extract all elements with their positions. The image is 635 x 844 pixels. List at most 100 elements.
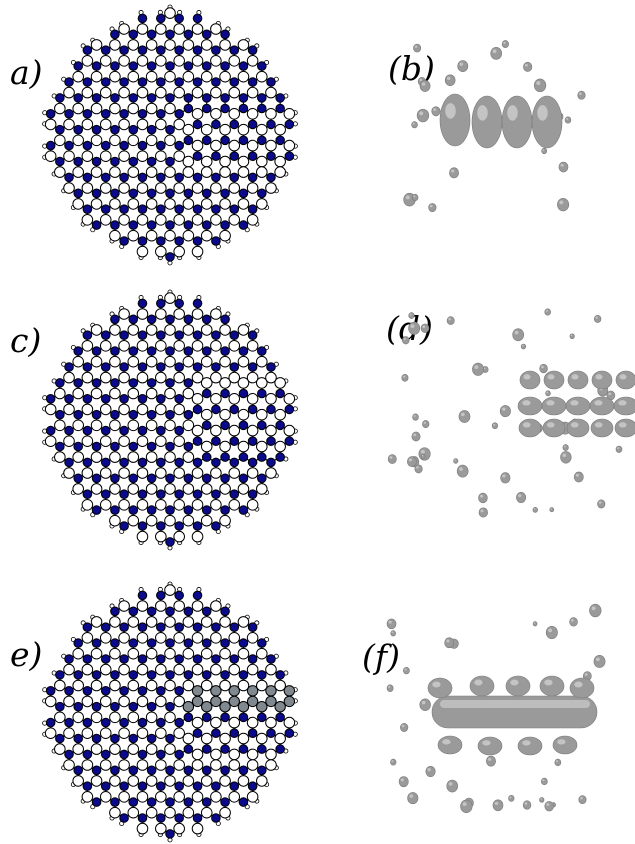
boron-atom [145, 134, 158, 147]
density-dot [492, 799, 504, 812]
boron-atom [182, 355, 195, 368]
density-lobe [569, 677, 595, 699]
density-dot [554, 758, 562, 767]
density-highlight [548, 628, 553, 633]
boron-atom [54, 419, 66, 432]
nitrogen-atom [146, 29, 157, 40]
boron-atom [200, 324, 213, 336]
boron-atom [164, 102, 176, 115]
density-dot [403, 667, 410, 675]
boron-atom [136, 632, 149, 644]
nitrogen-atom [165, 797, 175, 807]
boron-atom [99, 435, 112, 447]
boron-atom [164, 7, 176, 19]
boron-atom [99, 340, 112, 352]
density-highlight [480, 509, 484, 513]
density-highlight [403, 337, 406, 341]
boron-atom [99, 727, 112, 739]
density-highlight [560, 163, 564, 167]
boron-atom [191, 600, 204, 612]
boron-atom [90, 324, 103, 336]
density-dot [593, 314, 602, 323]
boron-atom [90, 451, 103, 463]
nitrogen-atom [229, 457, 240, 468]
boron-atom [99, 791, 112, 803]
nitrogen-atom [137, 298, 148, 309]
nitrogen-atom [256, 135, 267, 146]
density-highlight [595, 316, 598, 319]
nitrogen-atom [146, 156, 157, 167]
nitrogen-atom [156, 362, 166, 372]
boron-atom [200, 377, 213, 389]
density-dot [557, 198, 570, 212]
nitrogen-atom [275, 420, 285, 431]
nitrogen-atom [192, 119, 203, 130]
boron-atom [265, 182, 277, 194]
density-highlight [502, 407, 506, 411]
boron-atom [145, 679, 158, 692]
nitrogen-atom [82, 749, 93, 760]
nitrogen-atom [238, 420, 249, 431]
boron-atom [274, 155, 286, 168]
nitrogen-atom [91, 765, 102, 776]
nitrogen-atom [156, 330, 166, 341]
nitrogen-atom [137, 13, 148, 24]
nitrogen-atom [220, 505, 230, 515]
boron-atom [118, 403, 130, 416]
boron-atom [155, 182, 167, 194]
nitrogen-atom [82, 457, 93, 468]
boron-atom [118, 55, 130, 67]
density-highlight [388, 620, 392, 624]
boron-atom [136, 371, 149, 384]
nitrogen-atom [55, 701, 65, 712]
nitrogen-atom [201, 712, 212, 723]
nitrogen-atom [174, 425, 184, 436]
nitrogen-atom [91, 220, 102, 230]
nitrogen-atom [128, 220, 139, 230]
density-dot [564, 116, 572, 124]
nitrogen-atom [192, 77, 203, 87]
boron-atom [237, 408, 250, 421]
boron-atom [200, 39, 213, 51]
density-lobe [517, 736, 543, 756]
boron-atom [200, 679, 213, 692]
boron-atom [164, 419, 176, 432]
density-highlight [477, 105, 488, 121]
density-lobe [589, 396, 615, 416]
nitrogen-atom [183, 765, 194, 776]
boron-atom [118, 308, 130, 320]
boron-atom [155, 791, 167, 803]
boron-atom [200, 408, 213, 421]
boron-atom [219, 679, 231, 692]
boron-atom [155, 530, 167, 543]
density-dot [411, 431, 421, 442]
density-lobe [519, 370, 541, 390]
density-dot [512, 328, 525, 342]
boron-atom [72, 419, 85, 432]
nitrogen-atom [55, 441, 65, 452]
density-dot [398, 776, 409, 788]
boron-atom [145, 451, 158, 463]
boron-atom [164, 743, 176, 755]
lattice-panel-e [42, 581, 298, 843]
nitrogen-atom [82, 394, 93, 404]
boron-atom [237, 440, 250, 453]
nitrogen-atom [275, 103, 285, 114]
boron-atom [191, 340, 204, 352]
boron-atom [246, 55, 259, 67]
boron-atom [191, 663, 204, 676]
boron-atom [136, 759, 149, 771]
boron-atom [81, 86, 94, 99]
boron-atom [237, 39, 250, 51]
density-dot [573, 471, 584, 483]
boron-atom [182, 324, 195, 336]
nitrogen-atom [156, 489, 166, 499]
nitrogen-atom [100, 654, 111, 664]
nitrogen-atom [128, 473, 139, 484]
boron-atom [99, 403, 112, 416]
nitrogen-atom [174, 622, 184, 633]
nitrogen-atom [247, 654, 258, 664]
density-highlight [507, 105, 518, 121]
boron-atom [90, 198, 103, 210]
boron-atom [99, 695, 112, 708]
